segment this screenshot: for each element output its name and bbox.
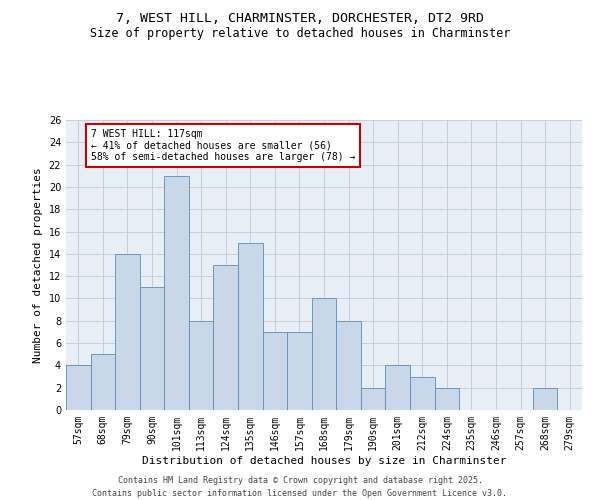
- X-axis label: Distribution of detached houses by size in Charminster: Distribution of detached houses by size …: [142, 456, 506, 466]
- Bar: [189, 321, 214, 410]
- Y-axis label: Number of detached properties: Number of detached properties: [33, 167, 43, 363]
- Text: 7 WEST HILL: 117sqm
← 41% of detached houses are smaller (56)
58% of semi-detach: 7 WEST HILL: 117sqm ← 41% of detached ho…: [91, 129, 355, 162]
- Text: 7, WEST HILL, CHARMINSTER, DORCHESTER, DT2 9RD: 7, WEST HILL, CHARMINSTER, DORCHESTER, D…: [116, 12, 484, 26]
- Bar: [140, 288, 164, 410]
- Bar: [312, 298, 336, 410]
- Bar: [66, 366, 91, 410]
- Bar: [214, 265, 238, 410]
- Bar: [434, 388, 459, 410]
- Bar: [238, 242, 263, 410]
- Bar: [91, 354, 115, 410]
- Bar: [287, 332, 312, 410]
- Bar: [115, 254, 140, 410]
- Bar: [164, 176, 189, 410]
- Bar: [263, 332, 287, 410]
- Bar: [385, 366, 410, 410]
- Bar: [410, 376, 434, 410]
- Bar: [533, 388, 557, 410]
- Bar: [361, 388, 385, 410]
- Text: Contains HM Land Registry data © Crown copyright and database right 2025.
Contai: Contains HM Land Registry data © Crown c…: [92, 476, 508, 498]
- Text: Size of property relative to detached houses in Charminster: Size of property relative to detached ho…: [90, 28, 510, 40]
- Bar: [336, 321, 361, 410]
